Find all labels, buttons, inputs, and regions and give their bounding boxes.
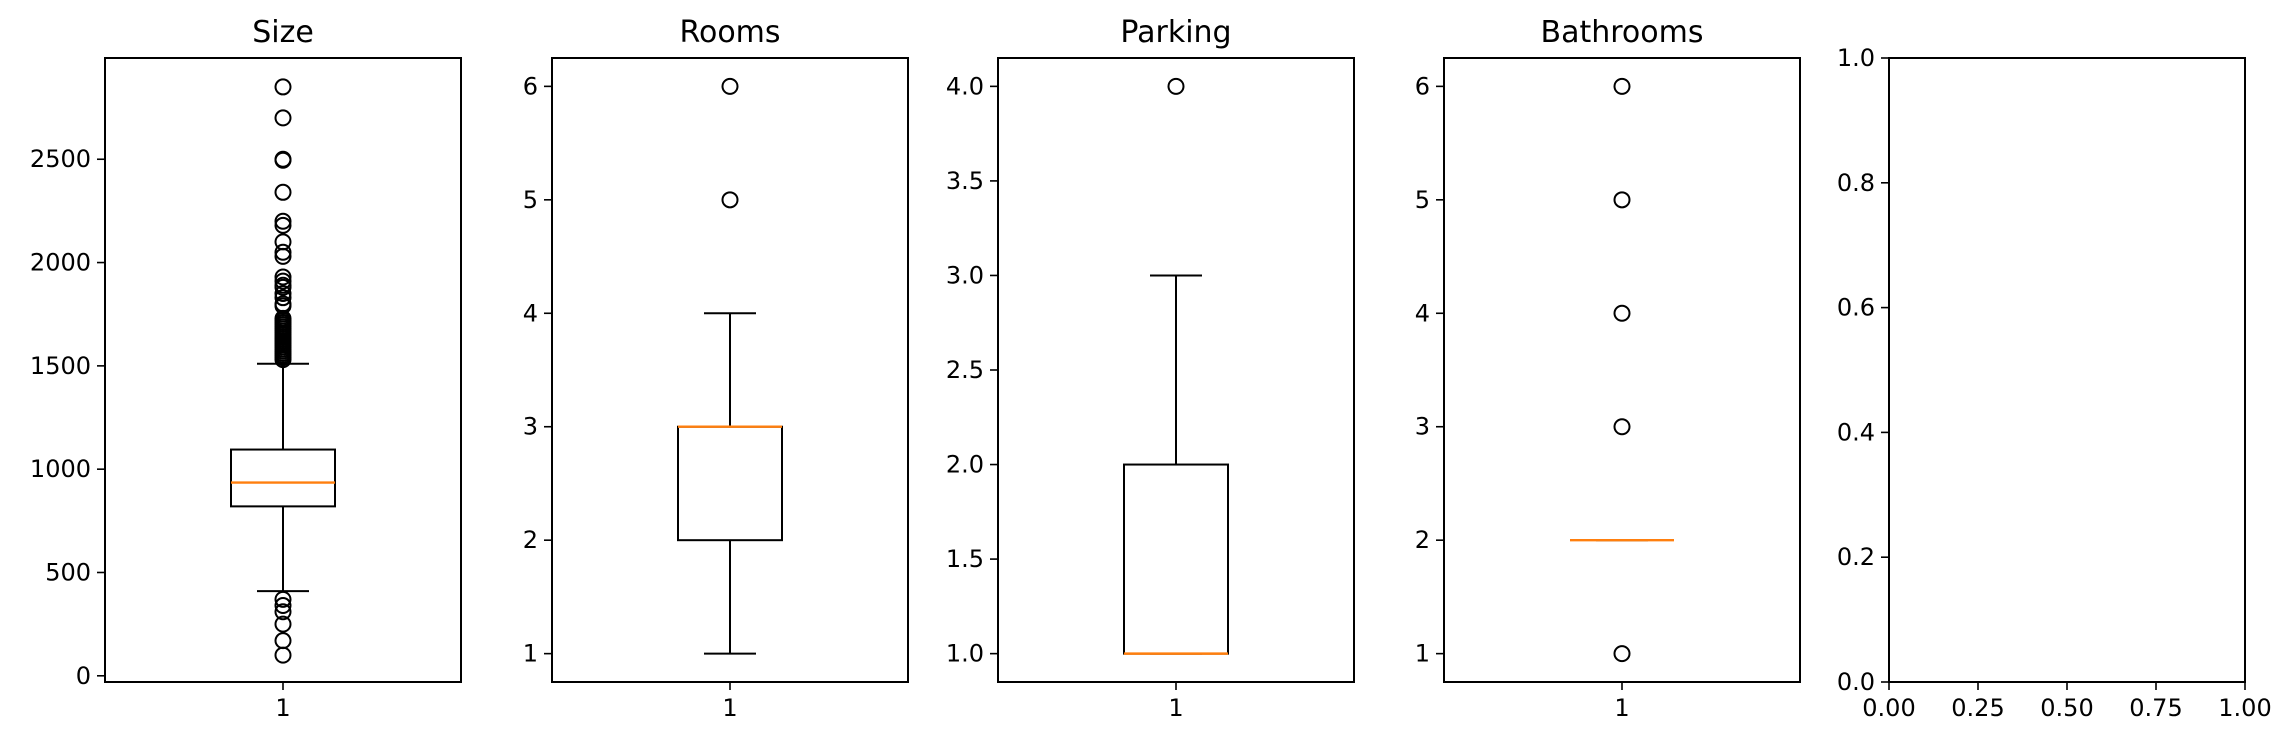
x-tick-label: 1.00 bbox=[2218, 694, 2271, 722]
outlier-point bbox=[1613, 418, 1631, 436]
y-tick-label: 0.0 bbox=[1837, 668, 1875, 696]
y-tick-label: 0 bbox=[76, 662, 91, 690]
x-tick-label: 0.00 bbox=[1862, 694, 1915, 722]
y-tick-label: 3.0 bbox=[946, 261, 984, 289]
y-tick-label: 5 bbox=[1415, 186, 1430, 214]
outlier-point bbox=[274, 603, 292, 621]
subplot-title: Bathrooms bbox=[1541, 15, 1704, 50]
subplot-title: Size bbox=[252, 15, 314, 50]
outlier-point bbox=[1613, 304, 1631, 322]
subplot-4: Bathrooms 1 2 3 4 5 6 1 bbox=[1415, 15, 1801, 722]
outlier-point bbox=[1613, 645, 1631, 663]
outlier-point bbox=[274, 243, 292, 261]
outlier-point bbox=[1613, 77, 1631, 95]
outlier-point bbox=[721, 77, 739, 95]
x-tick-label: 0.50 bbox=[2040, 694, 2093, 722]
outlier-point bbox=[274, 78, 292, 96]
outlier-point bbox=[274, 247, 292, 265]
outlier-point bbox=[721, 191, 739, 209]
y-tick-label: 6 bbox=[523, 72, 538, 100]
y-tick-label: 1.5 bbox=[946, 545, 984, 573]
outlier-point bbox=[274, 289, 292, 307]
outlier-point bbox=[274, 216, 292, 234]
y-tick-label: 2.0 bbox=[946, 451, 984, 479]
outlier-point bbox=[274, 285, 292, 303]
subplot-1: Size 0 500 1000 1500 2000 2500 1 bbox=[30, 15, 462, 722]
outlier-point bbox=[274, 597, 292, 615]
y-tick-label: 0.6 bbox=[1837, 294, 1875, 322]
outlier-point bbox=[274, 351, 292, 369]
x-tick-label: 1 bbox=[1614, 694, 1629, 722]
y-tick-label: 5 bbox=[523, 186, 538, 214]
y-tick-label: 4 bbox=[523, 299, 538, 327]
y-tick-label: 3 bbox=[523, 413, 538, 441]
y-tick-label: 1 bbox=[1415, 640, 1430, 668]
y-tick-label: 6 bbox=[1415, 72, 1430, 100]
y-tick-label: 4.0 bbox=[946, 72, 984, 100]
x-tick-label: 1 bbox=[722, 694, 737, 722]
axes-frame bbox=[551, 57, 909, 683]
subplot-title: Rooms bbox=[679, 15, 780, 50]
x-tick-label: 0.25 bbox=[1951, 694, 2004, 722]
y-tick-label: 1.0 bbox=[1837, 44, 1875, 72]
y-tick-label: 1.0 bbox=[946, 640, 984, 668]
y-tick-label: 0.8 bbox=[1837, 169, 1875, 197]
outlier-point bbox=[274, 272, 292, 290]
y-tick-label: 1000 bbox=[30, 455, 91, 483]
outlier-point bbox=[274, 183, 292, 201]
outlier-point bbox=[274, 151, 292, 169]
outlier-point bbox=[274, 109, 292, 127]
subplot-3: Parking 1.0 1.5 2.0 2.5 3.0 3.5 4.0 1 bbox=[946, 15, 1355, 722]
y-tick-label: 0.4 bbox=[1837, 418, 1875, 446]
x-tick-label: 1 bbox=[275, 694, 290, 722]
y-tick-label: 2000 bbox=[30, 249, 91, 277]
axes-frame bbox=[104, 57, 462, 683]
outlier-point bbox=[1167, 77, 1185, 95]
y-tick-label: 0.2 bbox=[1837, 543, 1875, 571]
subplot-2: Rooms 1 2 3 4 5 6 1 bbox=[523, 15, 909, 722]
y-tick-label: 3.5 bbox=[946, 167, 984, 195]
x-tick-label: 1 bbox=[1168, 694, 1183, 722]
outlier-point bbox=[274, 278, 292, 296]
subplot-title: Parking bbox=[1120, 15, 1231, 50]
y-tick-label: 4 bbox=[1415, 299, 1430, 327]
outlier-point bbox=[274, 615, 292, 633]
outlier-point bbox=[274, 268, 292, 286]
x-tick-label: 0.75 bbox=[2129, 694, 2182, 722]
y-tick-label: 2.5 bbox=[946, 356, 984, 384]
y-tick-label: 1500 bbox=[30, 352, 91, 380]
outlier-point bbox=[1613, 191, 1631, 209]
y-tick-label: 500 bbox=[45, 558, 91, 586]
axes-frame bbox=[1888, 57, 2246, 683]
outlier-point bbox=[274, 646, 292, 664]
y-tick-label: 1 bbox=[523, 640, 538, 668]
y-tick-label: 2 bbox=[523, 526, 538, 554]
y-tick-label: 2 bbox=[1415, 526, 1430, 554]
outlier-point bbox=[274, 590, 292, 608]
y-tick-label: 3 bbox=[1415, 413, 1430, 441]
iqr-box bbox=[230, 448, 336, 508]
subplot-5: 0.0 0.2 0.4 0.6 0.8 1.0 0.00 0.25 0.50 0.75 1.00 bbox=[1837, 44, 2272, 722]
y-tick-label: 2500 bbox=[30, 145, 91, 173]
axes-frame bbox=[1443, 57, 1801, 683]
axes-frame bbox=[997, 57, 1355, 683]
outlier-point bbox=[274, 212, 292, 230]
